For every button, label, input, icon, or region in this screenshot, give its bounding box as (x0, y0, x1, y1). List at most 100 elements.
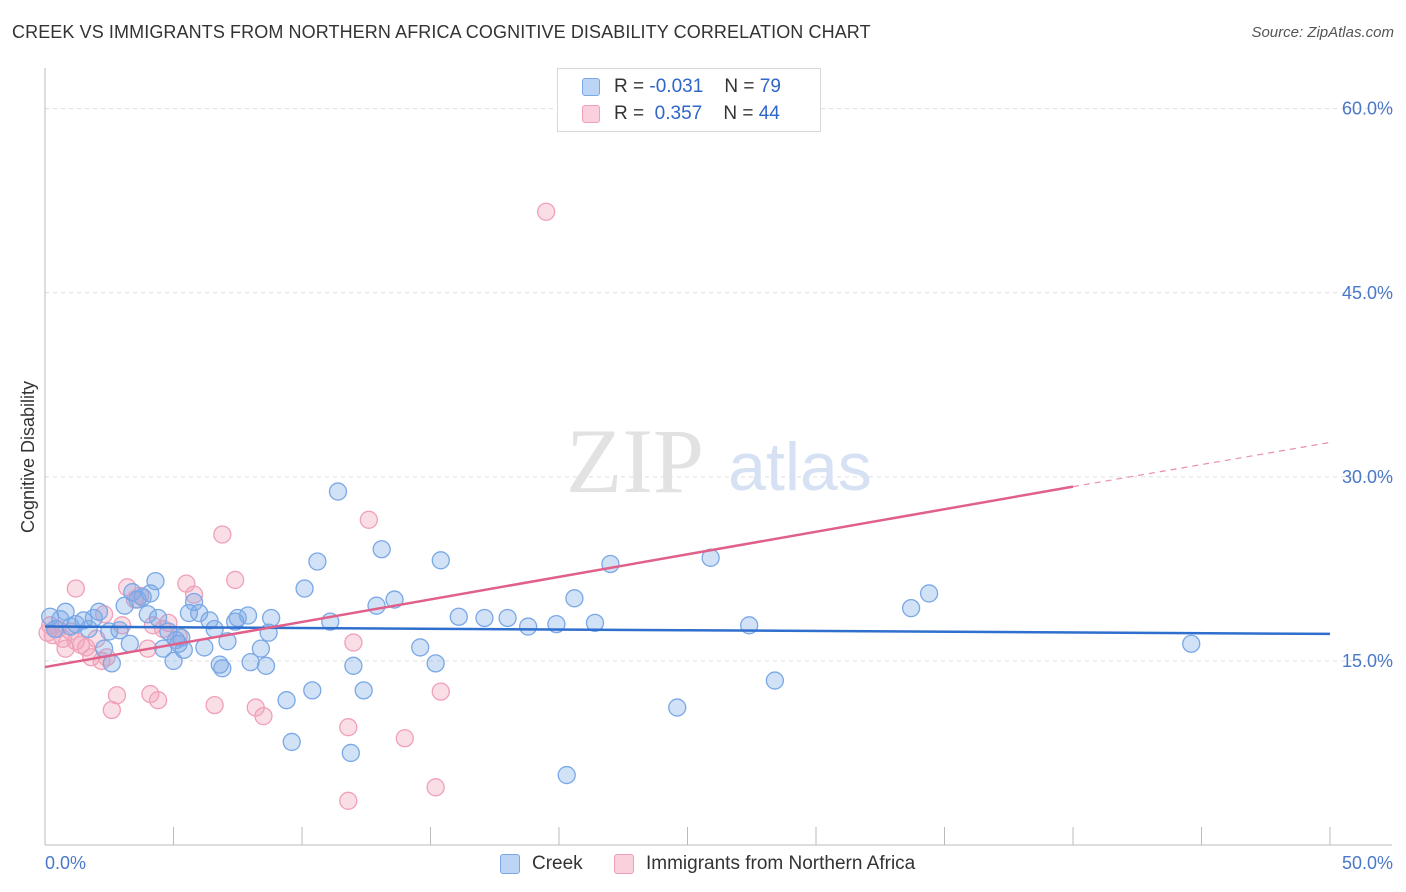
creek-point (344, 656, 363, 675)
creek-point (919, 584, 939, 603)
creek-point (190, 603, 209, 623)
y-tick-label: 60.0% (1342, 99, 1393, 119)
grid-lines (45, 108, 1392, 662)
immigrants-legend-label: Immigrants from Northern Africa (646, 853, 916, 874)
source-note: Source: ZipAtlas.com (1251, 24, 1394, 41)
y-tick-label: 30.0% (1342, 467, 1393, 487)
creek-point (341, 743, 360, 763)
creek-point (251, 639, 271, 658)
creek-point (426, 654, 445, 673)
creek-point (295, 579, 314, 598)
immigrants-point (226, 570, 245, 590)
creek-legend-swatch (500, 854, 520, 874)
x-tick-label: 0.0% (45, 853, 86, 873)
creek-point (308, 552, 327, 571)
y-tick-label: 15.0% (1342, 651, 1393, 671)
creek-point (354, 681, 373, 700)
legend-creek-n-label: N = (724, 76, 755, 97)
creek-point (184, 592, 204, 612)
immigrants-point (107, 686, 127, 705)
immigrants-point (344, 633, 363, 652)
chart-title: CREEK VS IMMIGRANTS FROM NORTHERN AFRICA… (12, 22, 871, 42)
watermark-atlas: atlas (728, 429, 872, 505)
creek-point (241, 652, 260, 672)
watermark-zip: ZIP (566, 410, 704, 512)
creek-point (557, 765, 576, 785)
immigrants-point (254, 706, 273, 726)
creek-point (256, 656, 276, 675)
creek-point (431, 551, 450, 570)
creek-point (585, 613, 605, 633)
immigrants-point (431, 682, 450, 701)
legend-creek-r-value: -0.031 (649, 76, 704, 97)
creek-trend-line (44, 625, 1331, 636)
stats-legend: R = -0.031 N = 79 R = 0.357 N = 44 (557, 68, 821, 132)
creek-point (79, 619, 98, 639)
legend-imm-n-value: 44 (758, 103, 780, 124)
creek-legend-label: Creek (532, 853, 583, 874)
immigrants-point (426, 778, 445, 797)
immigrants-point (213, 525, 232, 544)
axes (44, 68, 1392, 846)
legend-creek-n-value: 79 (759, 76, 781, 97)
creek-point (89, 602, 109, 621)
creek-point (179, 603, 199, 623)
creek-point (519, 617, 538, 636)
immigrants-point (141, 684, 160, 704)
creek-point (213, 659, 232, 678)
immigrants-swatch (582, 105, 600, 123)
immigrants-point (339, 791, 358, 810)
immigrants-point (395, 729, 414, 748)
legend-imm-n-label: N = (723, 103, 754, 124)
creek-point (328, 482, 348, 501)
creek-point (1182, 634, 1201, 653)
creek-point (498, 608, 517, 628)
immigrants-trend-extension (1072, 441, 1331, 488)
y-axis-label: Cognitive Disability (18, 381, 38, 533)
legend-immigrants-text: R = 0.357 N = 44 (614, 103, 780, 125)
creek-point (262, 608, 281, 628)
immigrants-point (339, 718, 358, 737)
creek-point (46, 619, 65, 639)
x-tick-label: 50.0% (1342, 853, 1393, 873)
creek-point (449, 607, 468, 626)
legend-imm-r-label: R = (614, 103, 645, 124)
trend-lines (44, 441, 1331, 669)
legend-creek-r-label: R = (614, 76, 645, 97)
creek-swatch (582, 78, 600, 96)
legend-imm-r-value: 0.357 (654, 103, 703, 124)
creek-point (901, 599, 921, 618)
watermark: ZIP atlas (566, 410, 872, 512)
creek-point (475, 608, 494, 628)
creek-point (367, 596, 386, 615)
creek-point (200, 611, 219, 630)
immigrants-point (56, 639, 75, 658)
creek-point (411, 638, 430, 657)
legend-creek-text: R = -0.031 N = 79 (614, 76, 781, 98)
creek-point (668, 698, 687, 717)
creek-point (372, 540, 391, 559)
creek-point (238, 606, 258, 625)
creek-point (765, 671, 785, 690)
immigrants-point (537, 202, 556, 221)
immigrants-point (359, 510, 378, 529)
creek-point (303, 681, 322, 700)
creek-point (195, 638, 214, 657)
creek-point (277, 691, 296, 710)
axis-ticks: 15.0% 30.0% 45.0% 60.0% 0.0% 50.0% (45, 99, 1393, 873)
immigrants-point (184, 585, 204, 604)
creek-point (565, 589, 584, 608)
creek-point (141, 584, 160, 603)
y-tick-label: 45.0% (1342, 283, 1393, 303)
immigrants-legend-swatch (614, 854, 634, 874)
immigrants-trend-line (44, 485, 1074, 669)
immigrants-points (38, 202, 556, 810)
creek-point (120, 634, 139, 653)
immigrants-point (205, 695, 224, 715)
creek-point (205, 619, 224, 639)
immigrants-point (66, 579, 85, 598)
creek-point (282, 732, 301, 752)
creek-point (138, 605, 157, 624)
creek-point (174, 640, 193, 660)
